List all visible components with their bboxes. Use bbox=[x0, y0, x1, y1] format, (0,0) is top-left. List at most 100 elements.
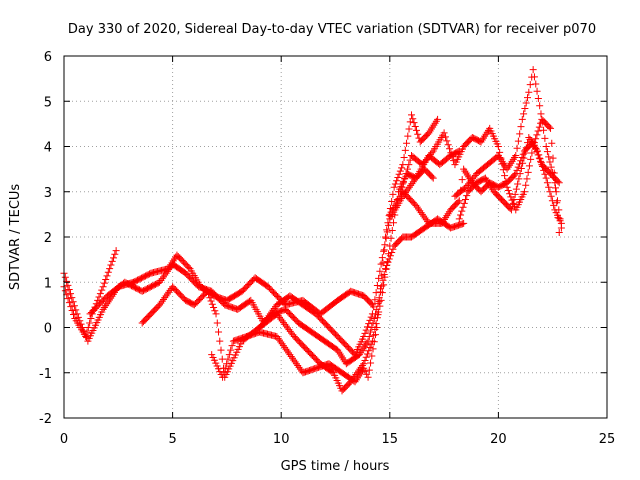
data-point bbox=[212, 310, 220, 318]
data-point bbox=[421, 214, 429, 222]
data-point bbox=[76, 317, 84, 325]
data-point bbox=[156, 278, 164, 286]
data-point bbox=[550, 174, 558, 182]
data-point bbox=[514, 137, 522, 145]
data-point bbox=[530, 73, 538, 81]
y-tick-label: 4 bbox=[44, 141, 52, 156]
data-point bbox=[523, 175, 531, 183]
data-point bbox=[455, 197, 463, 205]
data-point bbox=[555, 206, 563, 214]
data-point bbox=[542, 174, 550, 182]
data-point bbox=[398, 183, 406, 191]
data-point bbox=[403, 165, 411, 173]
data-point bbox=[462, 196, 470, 204]
data-point bbox=[410, 119, 418, 127]
data-point bbox=[404, 185, 412, 193]
x-tick-label: 0 bbox=[60, 432, 68, 447]
data-point bbox=[292, 360, 300, 368]
data-point bbox=[550, 201, 558, 209]
y-tick-label: 2 bbox=[44, 231, 52, 246]
data-point bbox=[457, 211, 465, 219]
data-point bbox=[510, 196, 518, 204]
data-point bbox=[367, 328, 375, 336]
data-point bbox=[372, 331, 380, 339]
data-point bbox=[379, 259, 387, 267]
data-point bbox=[512, 185, 520, 193]
data-point bbox=[372, 320, 380, 328]
data-point bbox=[99, 283, 107, 291]
data-point bbox=[388, 249, 396, 257]
data-point bbox=[428, 173, 436, 181]
data-point bbox=[391, 211, 399, 219]
data-point bbox=[440, 129, 448, 137]
data-point bbox=[369, 319, 377, 327]
data-point bbox=[382, 265, 390, 273]
data-point bbox=[516, 170, 524, 178]
data-point bbox=[205, 291, 213, 299]
data-point bbox=[512, 152, 520, 160]
x-tick-labels: 0 5 10 15 20 25 bbox=[60, 432, 615, 447]
data-point bbox=[70, 310, 78, 318]
data-point bbox=[224, 355, 232, 363]
data-point bbox=[459, 203, 467, 211]
data-point bbox=[446, 145, 454, 153]
x-tick-label: 15 bbox=[382, 432, 399, 447]
series-track-4 bbox=[138, 165, 437, 395]
data-point bbox=[402, 170, 410, 178]
data-point bbox=[283, 347, 291, 355]
data-point bbox=[518, 153, 526, 161]
x-axis-label: GPS time / hours bbox=[281, 459, 390, 474]
data-point bbox=[458, 207, 466, 215]
data-point bbox=[290, 356, 298, 364]
data-point bbox=[367, 313, 375, 321]
data-point bbox=[443, 137, 451, 145]
data-point bbox=[524, 168, 532, 176]
data-point bbox=[378, 289, 386, 297]
data-point bbox=[363, 323, 371, 331]
data-point bbox=[80, 327, 88, 335]
data-point bbox=[375, 294, 383, 302]
data-point bbox=[516, 130, 524, 138]
data-point bbox=[107, 261, 115, 269]
data-point bbox=[373, 314, 381, 322]
data-point bbox=[420, 212, 428, 220]
data-point bbox=[370, 338, 378, 346]
data-point bbox=[61, 287, 69, 295]
data-point bbox=[463, 192, 471, 200]
data-point bbox=[360, 364, 368, 372]
data-point bbox=[511, 171, 519, 179]
data-point bbox=[408, 111, 416, 119]
data-point bbox=[537, 159, 545, 167]
data-point bbox=[533, 87, 541, 95]
data-point bbox=[106, 265, 114, 273]
data-point bbox=[408, 180, 416, 188]
data-point bbox=[546, 158, 554, 166]
data-point bbox=[399, 161, 407, 169]
data-point bbox=[185, 263, 193, 271]
data-point bbox=[522, 181, 530, 189]
data-point bbox=[454, 198, 462, 206]
data-point bbox=[381, 265, 389, 273]
data-point bbox=[532, 80, 540, 88]
data-point bbox=[494, 143, 502, 150]
data-point bbox=[166, 264, 174, 272]
data-point bbox=[458, 176, 466, 184]
data-point bbox=[380, 270, 388, 278]
data-point bbox=[365, 333, 373, 341]
y-tick-label: -2 bbox=[39, 412, 52, 427]
data-point bbox=[74, 313, 82, 321]
y-tick-label: 1 bbox=[44, 276, 52, 291]
data-point bbox=[536, 155, 544, 163]
data-point bbox=[502, 177, 510, 185]
data-point bbox=[374, 300, 382, 308]
data-point bbox=[547, 124, 555, 132]
data-point bbox=[215, 328, 223, 336]
data-point bbox=[159, 273, 167, 281]
data-point bbox=[506, 190, 514, 198]
data-point bbox=[213, 319, 221, 327]
data-point bbox=[543, 179, 551, 187]
data-point bbox=[404, 132, 412, 140]
data-point bbox=[96, 290, 104, 298]
data-point bbox=[381, 233, 389, 241]
